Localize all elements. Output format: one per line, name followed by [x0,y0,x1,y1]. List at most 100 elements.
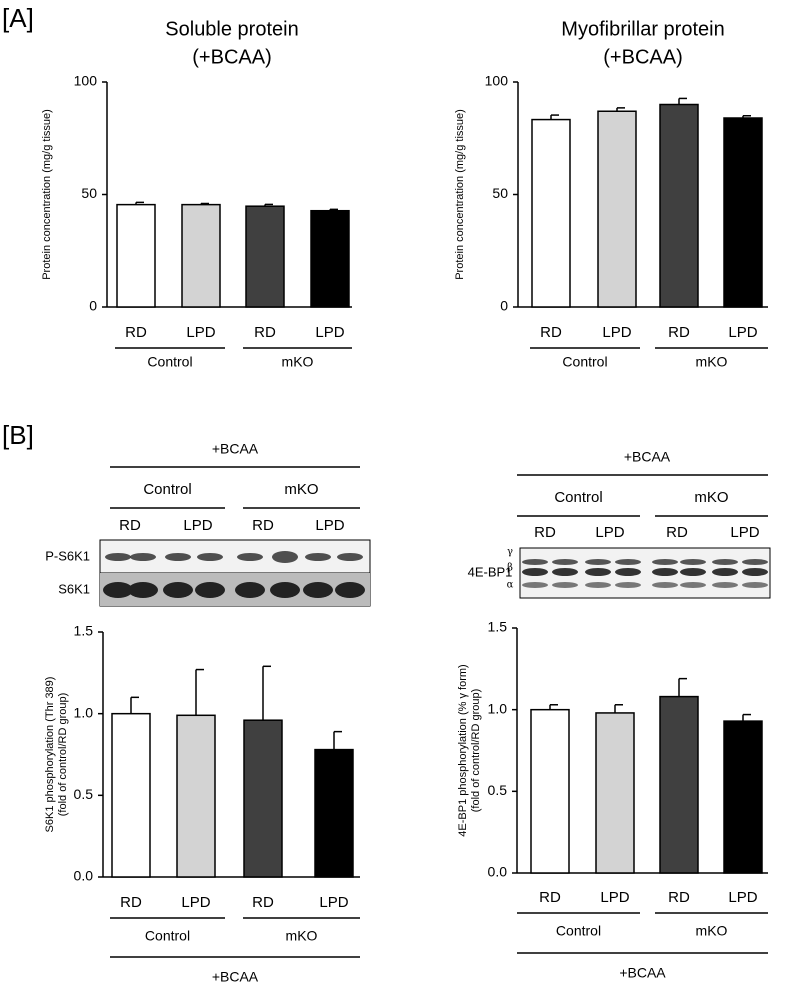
blot-band [552,559,578,565]
blot-band [303,582,333,598]
blot-band [585,568,611,576]
bar [659,695,699,874]
blot-band [197,553,223,561]
x-tick-label: LPD [602,324,631,341]
bar [723,117,763,308]
blot-band [680,559,706,565]
bar [181,203,221,308]
y-tick-label: 1.0 [488,700,508,716]
x-tick-label: RD [668,889,690,906]
blot-band [712,559,738,565]
x-tick-label: LPD [315,324,344,341]
bar [245,205,285,308]
blot-row-label: P-S6K1 [45,548,90,563]
group-label: mKO [282,354,314,370]
group-label: Control [147,354,192,370]
blot-band [652,582,678,588]
blot-band [652,568,678,576]
y-tick-label: 1.5 [74,623,94,639]
chart-subtitle: (+BCAA) [192,46,271,68]
blot-band [195,582,225,598]
group-label: Control [143,481,191,498]
group-label: Control [554,489,602,506]
blot-band [128,582,158,598]
group-label: mKO [696,354,728,370]
x-tick-label: RD [540,324,562,341]
x-tick-label: LPD [181,894,210,911]
y-tick-label: 0.0 [488,864,508,880]
y-axis-label: S6K1 phosphorylation (Thr 389) [44,677,56,833]
lane-label: RD [252,517,274,534]
blot-row-label: 4E-BP1 [468,564,513,579]
bar [659,103,699,308]
group-label: Control [562,354,607,370]
blot-band [615,582,641,588]
bar [111,712,151,878]
blot-band [522,568,548,576]
outer-group-label: +BCAA [619,965,666,981]
chart-title: Soluble protein [165,18,298,40]
y-axis-label: (fold of control/RD group) [470,689,482,813]
x-tick-label: LPD [319,894,348,911]
group-label: Control [556,923,601,939]
lane-label: LPD [595,524,624,541]
y-axis-label: 4E-BP1 phosphorylation (% γ form) [457,664,469,836]
blot-band [742,559,768,565]
blot-band [552,582,578,588]
blot-band [585,582,611,588]
bar [723,720,763,874]
blot-band [305,553,331,561]
blot-band [270,582,300,598]
blot-band [237,553,263,561]
y-axis-label: Protein concentration (mg/g tissue) [454,109,466,280]
blot-band [712,582,738,588]
blot-band [742,568,768,576]
bar [597,110,637,308]
y-tick-label: 100 [485,73,509,89]
blot-row-label: S6K1 [58,581,90,596]
blot-header: +BCAA [624,449,671,465]
lane-label: LPD [730,524,759,541]
y-tick-label: 1.0 [74,704,94,720]
blot-header: +BCAA [212,441,259,457]
blot-band [680,568,706,576]
blot-band [585,559,611,565]
chart-subtitle: (+BCAA) [603,46,682,68]
bar [310,209,350,308]
blot-band [652,559,678,565]
panel-label: [A] [2,3,34,33]
x-tick-label: LPD [600,889,629,906]
group-label: mKO [696,923,728,939]
x-tick-label: LPD [728,889,757,906]
blot-band [105,553,131,561]
blot-band [130,553,156,561]
blot-band [615,559,641,565]
bar [116,203,156,308]
isoform-label: β [507,563,513,574]
x-tick-label: RD [252,894,274,911]
blot-band [272,551,298,563]
group-label: mKO [286,928,318,944]
blot-band [522,559,548,565]
y-tick-label: 0.5 [488,782,508,798]
group-label: Control [145,928,190,944]
blot-band [712,568,738,576]
group-label: mKO [694,489,728,506]
y-tick-label: 50 [81,185,97,201]
blot-band [163,582,193,598]
chart-title: Myofibrillar protein [561,18,724,40]
x-tick-label: RD [254,324,276,341]
lane-label: LPD [183,517,212,534]
x-tick-label: LPD [728,324,757,341]
blot-band [103,582,133,598]
lane-label: RD [666,524,688,541]
x-tick-label: LPD [186,324,215,341]
blot-band [615,568,641,576]
bar [314,748,354,878]
y-axis-label: (fold of control/RD group) [57,693,69,817]
x-tick-label: RD [125,324,147,341]
bar [243,719,283,878]
bar [176,714,216,878]
group-label: mKO [284,481,318,498]
